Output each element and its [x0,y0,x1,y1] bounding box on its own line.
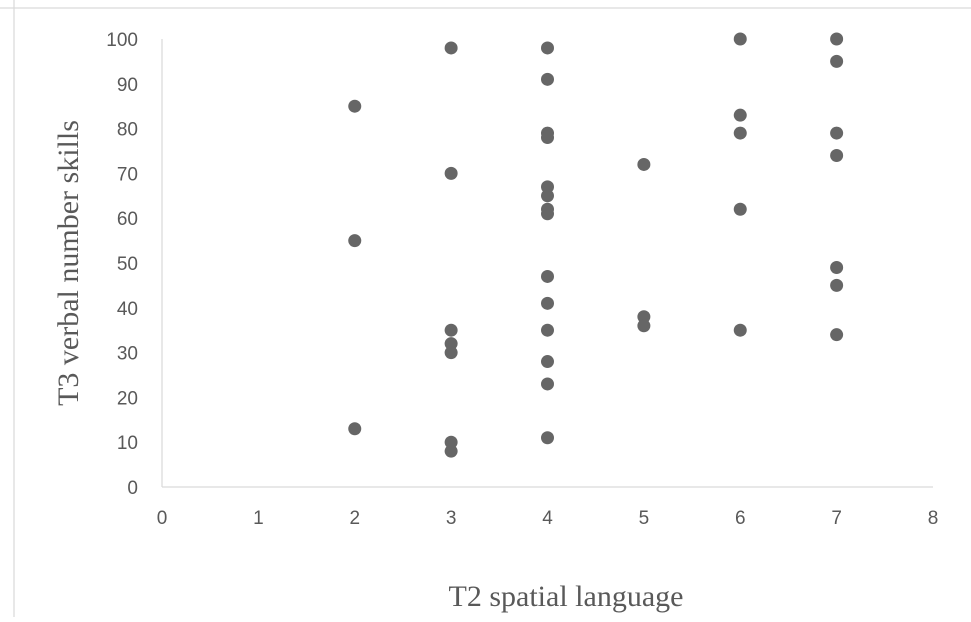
data-point [541,131,554,145]
y-tick-label: 50 [117,254,138,275]
data-point [444,435,458,449]
data-point [541,41,554,55]
data-points [348,32,844,458]
y-tick-labels: 0 10 20 30 40 50 60 70 80 90 100 [106,30,138,499]
y-tick-label: 100 [106,30,138,51]
data-point [348,99,362,113]
data-point [830,54,844,68]
x-tick-label: 2 [349,508,360,529]
y-tick-label: 60 [117,209,138,230]
data-point [637,319,651,333]
data-point [541,207,554,221]
x-tick-label: 6 [735,508,746,529]
x-tick-label: 4 [542,508,553,529]
data-point [733,202,747,216]
y-tick-label: 40 [117,299,138,320]
x-tick-label: 7 [831,508,842,529]
data-point [444,41,458,55]
y-tick-label: 0 [127,478,138,499]
data-point [541,72,554,86]
y-tick-label: 30 [117,344,138,365]
y-tick-label: 10 [117,433,138,454]
data-point [733,108,747,122]
data-point [541,377,554,391]
data-point [348,234,362,248]
x-tick-label: 8 [928,508,939,529]
data-point [830,32,844,46]
data-point [830,148,844,162]
data-point [830,260,844,274]
data-point [444,337,458,351]
axes [161,39,933,488]
data-point [733,323,747,337]
data-point [541,180,554,194]
data-point [541,189,554,203]
data-point [637,157,651,171]
data-point [541,431,554,445]
data-point [541,296,554,310]
x-axis-title: T2 spatial language [449,580,684,613]
data-point [541,323,554,337]
data-point [830,328,844,342]
x-tick-label: 3 [446,508,457,529]
data-point [348,422,362,436]
x-tick-label: 1 [253,508,264,529]
data-point [444,166,458,180]
data-point [541,355,554,369]
y-tick-label: 70 [117,164,138,185]
data-point [733,126,747,140]
y-tick-label: 90 [117,75,138,96]
data-point [444,346,458,360]
y-tick-label: 20 [117,388,138,409]
data-point [444,444,458,458]
data-point [830,278,844,292]
x-tick-labels: 0 1 2 3 4 5 6 7 8 [157,508,939,529]
data-point [733,32,747,46]
data-point [830,126,844,140]
y-tick-label: 80 [117,120,138,141]
x-tick-label: 0 [157,508,168,529]
data-point [541,269,554,283]
data-point [444,323,458,337]
y-axis-title: T3 verbal number skills [52,120,85,406]
data-point [637,310,651,324]
x-tick-label: 5 [639,508,650,529]
